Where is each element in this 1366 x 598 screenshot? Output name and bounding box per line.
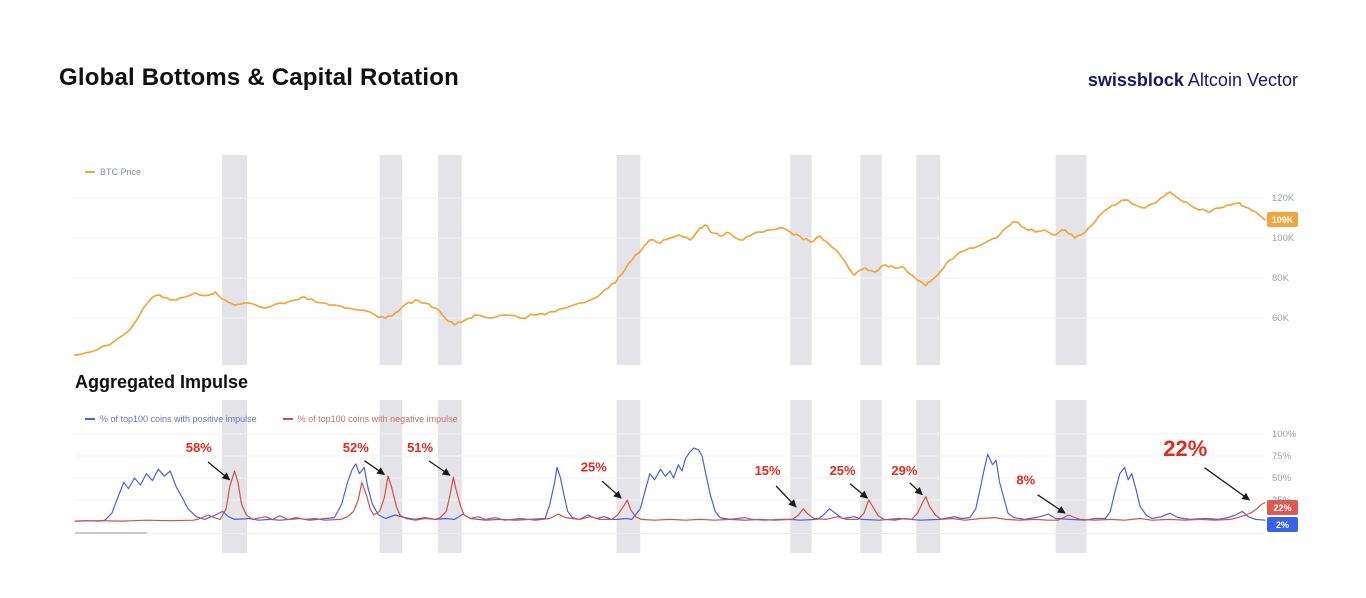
impulse-annotation: 58%	[186, 440, 212, 455]
impulse-annotation: 51%	[407, 440, 433, 455]
impulse-annotation: 25%	[830, 463, 856, 478]
impulse-annotation: 29%	[891, 463, 917, 478]
impulse-annotation: 22%	[1163, 436, 1207, 461]
negative-impulse-badge: 22%	[1267, 500, 1298, 515]
highlight-band	[916, 400, 941, 553]
highlight-band	[1055, 400, 1087, 553]
positive-impulse-line	[74, 447, 1266, 522]
highlight-band	[379, 155, 403, 365]
impulse-chart[interactable]: 58% 52% 51% 25% 15% 25% 29% 8% 22%	[74, 400, 1266, 555]
annotation-arrow	[1037, 494, 1066, 514]
impulse-annotation: 52%	[343, 440, 369, 455]
btc-legend-label: BTC Price	[100, 167, 142, 177]
negative-legend-dash-icon	[282, 418, 293, 420]
y-axis-tick-label: 60K	[1272, 313, 1289, 324]
annotation-arrow	[909, 482, 923, 496]
btc-price-chart[interactable]	[74, 155, 1266, 365]
btc-legend-dash-icon	[85, 171, 95, 173]
highlight-band	[222, 155, 247, 365]
y-axis-tick-label: 75%	[1272, 451, 1292, 462]
legend-item-negative-impulse[interactable]: % of top100 coins with negative impulse	[282, 414, 458, 424]
impulse-annotation: 15%	[755, 463, 781, 478]
y-axis-tick-label: 100K	[1272, 233, 1295, 244]
negative-legend-label: % of top100 coins with negative impulse	[297, 414, 458, 424]
x-axis-line	[75, 533, 1265, 534]
highlight-band	[916, 155, 941, 365]
brand-name: swissblock	[1087, 70, 1184, 90]
y-axis-tick-label: 50%	[1272, 473, 1292, 484]
impulse-annotation: 8%	[1016, 473, 1035, 488]
annotation-arrow	[1204, 467, 1251, 501]
btc-chart-legend: BTC Price	[85, 167, 141, 177]
annotation-arrow	[775, 485, 797, 508]
y-axis-tick-label: 80K	[1272, 273, 1289, 284]
annotation-arrow	[601, 480, 622, 499]
legend-item-positive-impulse[interactable]: % of top100 coins with positive impulse	[85, 414, 257, 424]
annotation-arrow	[364, 460, 385, 476]
page-title: Global Bottoms & Capital Rotation	[59, 64, 459, 91]
range-indicator[interactable]	[75, 532, 147, 534]
annotation-arrow	[849, 483, 869, 499]
highlight-band	[616, 155, 641, 365]
highlight-band	[860, 400, 882, 553]
impulse-chart-panel: 58% 52% 51% 25% 15% 25% 29% 8% 22%	[74, 400, 1266, 555]
impulse-annotation: 25%	[581, 459, 607, 474]
btc-price-chart-panel	[74, 155, 1266, 365]
highlight-band	[790, 400, 812, 553]
btc-price-line	[74, 191, 1266, 356]
section-title-aggregated-impulse: Aggregated Impulse	[75, 372, 249, 392]
btc-last-price-badge: 109K	[1267, 212, 1298, 227]
highlight-band	[790, 155, 812, 365]
highlight-band	[437, 155, 462, 365]
highlight-band	[860, 155, 882, 365]
highlight-band	[1055, 155, 1087, 365]
annotation-arrow	[428, 460, 451, 476]
highlight-band	[379, 400, 403, 553]
brand-product: Altcoin Vector	[1183, 70, 1298, 90]
y-axis-tick-label: 120K	[1272, 193, 1295, 204]
positive-legend-label: % of top100 coins with positive impulse	[100, 414, 257, 424]
annotation-arrow	[207, 461, 231, 481]
y-axis-tick-label: 100%	[1272, 429, 1297, 440]
negative-impulse-line	[74, 470, 1266, 522]
positive-impulse-badge: 2%	[1267, 517, 1298, 532]
legend-item-btc[interactable]: BTC Price	[85, 167, 141, 177]
highlight-band	[616, 400, 641, 553]
positive-legend-dash-icon	[85, 418, 95, 420]
brand-logo: swissblock Altcoin Vector	[1088, 70, 1298, 91]
impulse-chart-legend: % of top100 coins with positive impulse …	[85, 414, 458, 424]
